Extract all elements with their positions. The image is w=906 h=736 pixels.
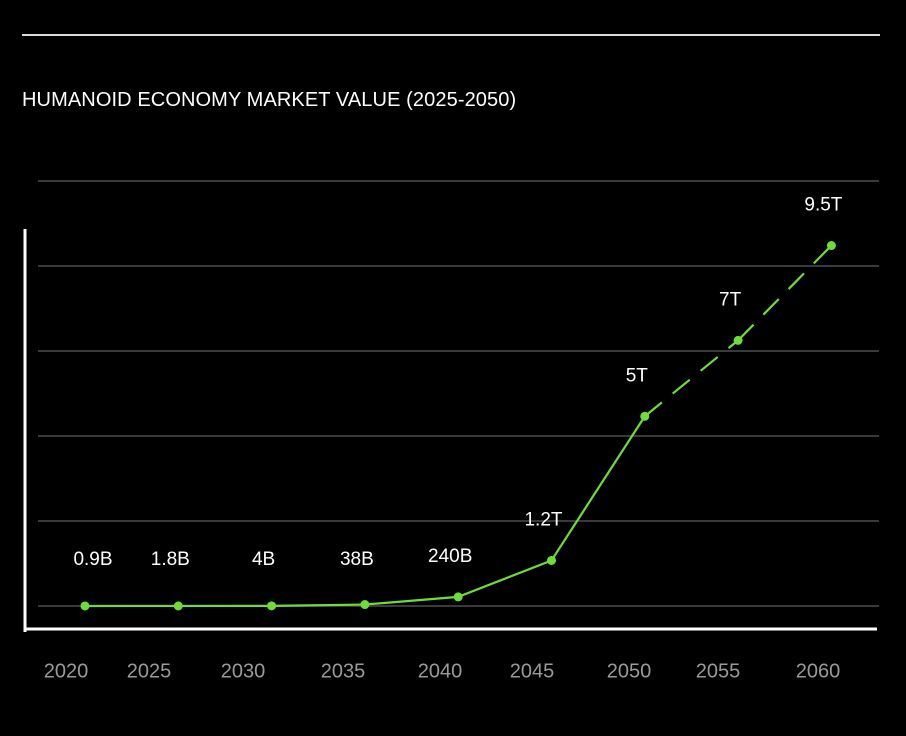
data-point — [173, 601, 183, 611]
data-label: 240B — [428, 546, 472, 567]
top-divider — [22, 34, 880, 36]
series-segment — [364, 595, 459, 606]
x-tick-label: 2040 — [418, 660, 463, 682]
data-point — [547, 555, 556, 565]
series-segment-projected — [737, 244, 833, 342]
data-label: 0.9B — [73, 549, 112, 570]
data-label: 38B — [340, 549, 374, 570]
x-tick-label: 2050 — [607, 660, 652, 682]
data-label: 5T — [626, 365, 649, 386]
data-point — [733, 335, 743, 345]
series-segment-projected — [644, 339, 739, 418]
gridlines — [38, 180, 879, 607]
x-tick-label: 2030 — [221, 660, 266, 682]
x-tick-label: 2020 — [44, 660, 89, 682]
data-labels: 0.9B 1.8B 4B 38B 240B 1.2T 5T 7T 9.5T — [73, 195, 842, 570]
series-segment — [271, 603, 365, 607]
x-axis-ticks: 2020 2025 2030 2035 2040 2045 2050 2055 2060 — [44, 660, 841, 682]
x-tick-label: 2025 — [127, 660, 172, 682]
series-segment — [457, 559, 552, 598]
data-label: 4B — [252, 549, 275, 570]
data-point — [453, 592, 463, 602]
chart-title: HUMANOID ECONOMY MARKET VALUE (2025-2050… — [22, 89, 517, 111]
data-point — [360, 600, 370, 610]
axes — [23, 229, 877, 632]
data-point — [640, 411, 650, 421]
data-label: 1.2T — [524, 509, 562, 530]
data-label: 9.5T — [804, 195, 842, 216]
series-segment — [550, 415, 646, 562]
data-label: 1.8B — [151, 549, 190, 570]
data-label: 7T — [719, 289, 742, 310]
x-tick-label: 2055 — [696, 660, 741, 682]
data-point — [267, 601, 277, 611]
x-tick-label: 2045 — [510, 660, 555, 682]
data-point — [826, 241, 836, 251]
series-market-value — [80, 241, 836, 611]
x-tick-label: 2035 — [321, 660, 366, 682]
data-point — [80, 601, 90, 611]
x-tick-label: 2060 — [796, 660, 841, 682]
